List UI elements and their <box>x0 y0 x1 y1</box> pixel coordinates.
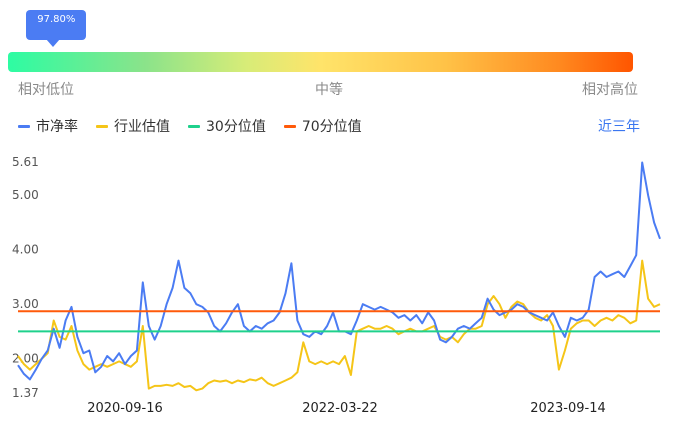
range-three-years-button[interactable]: 近三年 <box>598 119 640 135</box>
valuation-gauge-bar <box>8 52 633 72</box>
y-tick-label: 4.00 <box>12 243 39 257</box>
y-tick-label: 1.37 <box>12 386 39 400</box>
y-tick-label: 3.00 <box>12 297 39 311</box>
legend-p30-label: 30分位值 <box>206 119 266 135</box>
legend-p30[interactable]: 30分位值 <box>188 116 266 136</box>
industry-series-line <box>17 259 661 392</box>
legend-industry-swatch <box>96 124 108 128</box>
legend-pb-swatch <box>18 124 30 128</box>
legend-p70-swatch <box>283 124 296 128</box>
gauge-high-label: 相对高位 <box>582 82 638 98</box>
pb-series-line <box>17 161 661 381</box>
gauge-low-label: 相对低位 <box>18 82 74 98</box>
gauge-mid-label: 中等 <box>315 82 343 98</box>
y-tick-label: 5.00 <box>12 188 39 202</box>
chart-legend: 市净率 行业估值 30分位值 70分位值 <box>18 116 362 136</box>
x-tick-label: 2023-09-14 <box>530 401 606 416</box>
legend-p70[interactable]: 70分位值 <box>283 116 362 136</box>
legend-pb[interactable]: 市净率 <box>18 116 78 136</box>
legend-pb-label: 市净率 <box>36 119 78 135</box>
percentile-tooltip: 97.80% <box>26 10 87 47</box>
y-tick-label: 2.00 <box>12 352 39 366</box>
x-tick-label: 2022-03-22 <box>302 401 378 416</box>
legend-industry[interactable]: 行业估值 <box>96 116 170 136</box>
legend-p70-label: 70分位值 <box>301 119 362 135</box>
percentile-value: 97.80% <box>37 14 76 25</box>
legend-p30-swatch <box>188 124 200 128</box>
y-tick-label: 5.61 <box>12 155 39 169</box>
x-tick-label: 2020-09-16 <box>87 401 163 416</box>
legend-industry-label: 行业估值 <box>114 119 170 135</box>
